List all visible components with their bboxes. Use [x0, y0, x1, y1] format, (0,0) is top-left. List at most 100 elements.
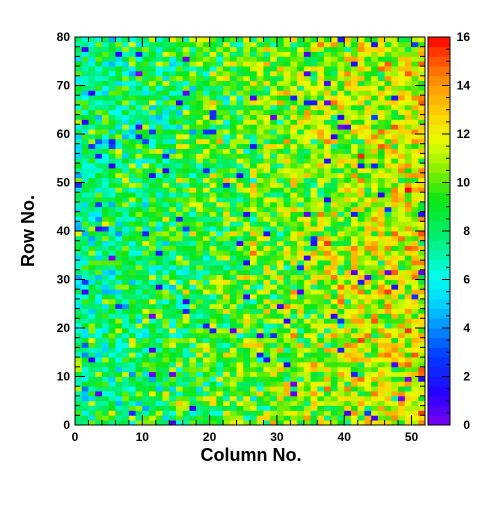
heatmap-cell — [135, 318, 143, 324]
heatmap-cell — [108, 51, 116, 57]
heatmap-cell — [149, 240, 157, 246]
heatmap-cell — [155, 134, 163, 140]
heatmap-cell — [364, 245, 372, 251]
heatmap-cell — [297, 420, 305, 426]
heatmap-cell — [310, 134, 318, 140]
heatmap-cell — [297, 167, 305, 174]
heatmap-cell — [149, 260, 157, 266]
heatmap-cell — [182, 61, 190, 67]
heatmap-cell — [236, 182, 244, 188]
heatmap-cell — [88, 66, 96, 72]
heatmap-cell — [317, 361, 325, 368]
heatmap-cell — [229, 163, 237, 169]
heatmap-cell — [337, 342, 345, 348]
heatmap-cell — [75, 104, 83, 111]
heatmap-cell — [263, 197, 271, 203]
heatmap-cell — [149, 104, 157, 111]
heatmap-cell — [236, 308, 244, 314]
heatmap-cell — [115, 361, 123, 368]
heatmap-cell — [81, 134, 89, 140]
heatmap-cell — [270, 85, 278, 91]
heatmap-cell — [189, 177, 197, 183]
heatmap-cell — [263, 158, 271, 164]
heatmap-cell — [216, 109, 224, 115]
heatmap-cell — [155, 192, 163, 198]
heatmap-cell — [209, 289, 217, 295]
heatmap-cell — [202, 366, 211, 373]
heatmap-cell — [303, 221, 311, 227]
heatmap-cell — [182, 395, 190, 402]
heatmap-cell — [122, 361, 130, 368]
heatmap-cell — [216, 51, 224, 57]
heatmap-cell — [81, 391, 89, 397]
heatmap-cell — [344, 182, 352, 188]
heatmap-cell — [337, 51, 345, 57]
heatmap-cell — [303, 37, 311, 43]
heatmap-cell — [75, 318, 83, 324]
heatmap-cell — [384, 153, 392, 159]
heatmap-cell — [391, 206, 399, 212]
heatmap-cell — [142, 104, 150, 111]
heatmap-cell — [256, 66, 264, 72]
heatmap-cell — [209, 61, 217, 67]
heatmap-cell — [418, 415, 426, 421]
heatmap-cell — [223, 56, 231, 62]
heatmap-cell — [398, 371, 406, 377]
heatmap-cell — [75, 216, 83, 222]
heatmap-cell — [324, 347, 332, 353]
heatmap-cell — [216, 260, 224, 266]
heatmap-cell — [411, 361, 419, 368]
heatmap-cell — [317, 66, 325, 72]
heatmap-cell — [182, 109, 190, 115]
heatmap-cell — [317, 289, 325, 295]
heatmap-cell — [175, 308, 184, 314]
heatmap-cell — [411, 100, 419, 106]
heatmap-cell — [350, 138, 359, 145]
heatmap-cell — [350, 298, 359, 305]
heatmap-cell — [317, 386, 325, 392]
heatmap-cell — [155, 221, 163, 227]
heatmap-cell — [283, 284, 291, 290]
heatmap-cell — [364, 347, 372, 353]
heatmap-cell — [377, 357, 386, 363]
heatmap-cell — [297, 192, 305, 198]
heatmap-cell — [223, 75, 231, 82]
heatmap-cell — [162, 134, 170, 140]
heatmap-cell — [317, 70, 325, 77]
heatmap-cell — [229, 400, 237, 406]
heatmap-cell — [88, 138, 96, 145]
heatmap-cell — [371, 206, 379, 212]
heatmap-cell — [88, 201, 96, 208]
colorbar-swatch — [428, 221, 450, 232]
heatmap-cell — [364, 308, 372, 314]
heatmap-cell — [169, 41, 177, 48]
heatmap-cell — [81, 240, 89, 246]
heatmap-cell — [155, 323, 163, 329]
heatmap-cell — [297, 323, 305, 329]
heatmap-cell — [236, 381, 244, 387]
heatmap-cell — [88, 226, 96, 232]
heatmap-cell — [243, 46, 251, 52]
heatmap-cell — [189, 90, 197, 96]
heatmap-cell — [216, 235, 224, 242]
heatmap-cell — [202, 298, 211, 305]
heatmap-cell — [135, 211, 143, 217]
heatmap-cell — [377, 134, 386, 140]
heatmap-cell — [75, 211, 83, 217]
heatmap-cell — [371, 158, 379, 164]
colorbar-swatch — [428, 366, 450, 377]
heatmap-cell — [175, 371, 184, 377]
heatmap-cell — [223, 260, 231, 266]
heatmap-cell — [357, 177, 365, 183]
heatmap-cell — [398, 328, 406, 334]
heatmap-cell — [149, 269, 157, 276]
heatmap-cell — [276, 303, 285, 309]
heatmap-cell — [81, 313, 89, 319]
heatmap-cell — [149, 255, 157, 261]
heatmap-cell — [135, 298, 143, 305]
heatmap-cell — [216, 201, 224, 208]
heatmap-cell — [155, 255, 163, 261]
heatmap-cell — [162, 211, 170, 217]
heatmap-cell — [250, 298, 258, 305]
heatmap-cell — [398, 134, 406, 140]
